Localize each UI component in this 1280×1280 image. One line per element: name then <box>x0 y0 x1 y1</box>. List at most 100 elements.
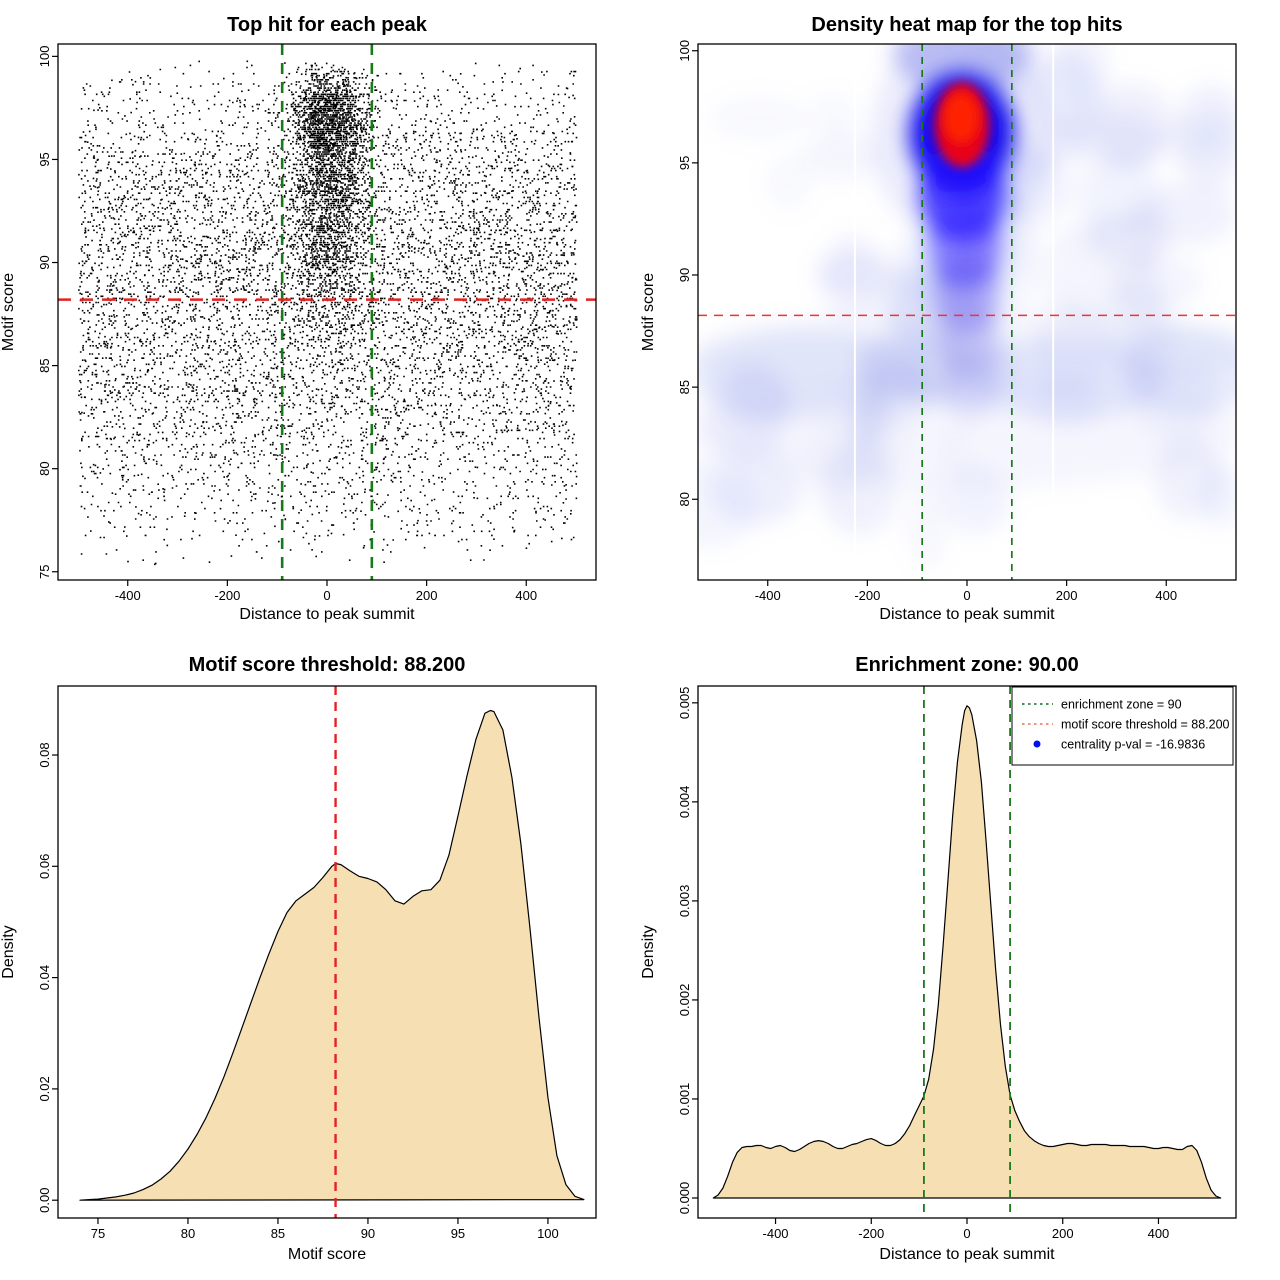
x-tick-label: 200 <box>1052 1226 1074 1241</box>
x-axis-label: Motif score <box>287 1246 367 1263</box>
plot-frame <box>697 43 1237 581</box>
panel-scatter: -400 -200 0 200 400 75 80 85 90 95 100 Top hit for… <box>0 0 640 640</box>
axes: 75 80 85 90 95 100 0.00 0.02 0.04 0.06 0.08 <box>37 742 559 1241</box>
y-tick-label: 0.003 <box>677 885 692 918</box>
density-blob <box>944 93 978 143</box>
x-axis-label: Distance to peak summit <box>239 606 415 623</box>
y-tick-label: 100 <box>37 46 52 68</box>
panel-summit-density: enrichment zone = 90 motif score threshol… <box>640 640 1280 1280</box>
y-tick-label: 95 <box>677 156 692 170</box>
panel-title: Motif score threshold: 88.200 <box>188 654 466 676</box>
y-tick-label: 90 <box>37 255 52 269</box>
y-axis-label: Density <box>0 925 17 979</box>
x-tick-label: 200 <box>416 588 438 603</box>
heatmap-image <box>698 44 1236 580</box>
axes: -400 -200 0 200 400 80 85 90 95 100 <box>677 40 1177 603</box>
panel-title: Enrichment zone: 90.00 <box>855 654 1079 676</box>
y-tick-label: 0.002 <box>677 984 692 1017</box>
density-blob <box>698 375 1236 489</box>
plot-frame <box>697 685 1237 1219</box>
density-blob <box>907 477 948 570</box>
y-tick-label: 0.08 <box>37 742 52 767</box>
density-curve <box>79 709 585 1201</box>
x-tick-label: 80 <box>181 1226 195 1241</box>
y-tick-label: 80 <box>677 492 692 506</box>
legend-label: enrichment zone = 90 <box>1061 698 1182 712</box>
y-tick-label: 0.04 <box>37 965 52 990</box>
density-blob <box>765 153 812 211</box>
y-tick-label: 85 <box>677 380 692 394</box>
x-tick-label: 0 <box>323 588 330 603</box>
density-blob <box>810 92 858 143</box>
scatter-points <box>78 60 578 566</box>
y-tick-label: 75 <box>37 565 52 579</box>
density-blob <box>800 135 883 180</box>
x-tick-label: 85 <box>271 1226 285 1241</box>
y-tick-label: 0.00 <box>37 1188 52 1213</box>
plot-frame <box>57 685 597 1219</box>
x-tick-label: 400 <box>1155 588 1177 603</box>
y-tick-label: 0.005 <box>677 687 692 720</box>
y-tick-label: 80 <box>37 461 52 475</box>
x-tick-label: -200 <box>854 588 880 603</box>
x-axis-label: Distance to peak summit <box>879 606 1055 623</box>
x-tick-label: -200 <box>214 588 240 603</box>
panel-title: Density heat map for the top hits <box>811 14 1123 36</box>
y-axis-label: Motif score <box>640 272 657 352</box>
score-density-plot: 75 80 85 90 95 100 0.00 0.02 0.04 0.06 0.08 <box>37 685 597 1241</box>
x-tick-label: 90 <box>361 1226 375 1241</box>
legend-label: centrality p-val = -16.9836 <box>1061 738 1205 752</box>
density-blob <box>1077 158 1165 235</box>
y-axis-label: Density <box>640 925 657 979</box>
x-tick-label: -400 <box>755 588 781 603</box>
y-tick-label: 90 <box>677 268 692 282</box>
panel-title: Top hit for each peak <box>227 14 427 36</box>
heatmap-plot: -400 -200 0 200 400 80 85 90 95 100 <box>677 40 1237 603</box>
x-tick-label: -200 <box>858 1226 884 1241</box>
density-curve <box>712 705 1222 1199</box>
summit-density-plot: enrichment zone = 90 motif score threshol… <box>677 685 1237 1241</box>
density-blob <box>892 44 1032 94</box>
density-blob <box>1148 181 1236 245</box>
density-blob <box>698 308 1236 399</box>
x-tick-label: 95 <box>451 1226 465 1241</box>
density-blob <box>710 96 809 141</box>
y-tick-label: 0.004 <box>677 786 692 819</box>
x-tick-label: 400 <box>1148 1226 1170 1241</box>
legend-label: motif score threshold = 88.200 <box>1061 718 1230 732</box>
y-tick-label: 95 <box>37 152 52 166</box>
legend-box <box>1011 686 1234 766</box>
x-tick-label: 200 <box>1056 588 1078 603</box>
x-tick-label: -400 <box>763 1226 789 1241</box>
x-tick-label: 100 <box>537 1226 559 1241</box>
x-tick-label: -400 <box>115 588 141 603</box>
panel-score-density: 75 80 85 90 95 100 0.00 0.02 0.04 0.06 0.08 Motif … <box>0 640 640 1280</box>
density-blob <box>1068 112 1166 169</box>
x-axis-label: Distance to peak summit <box>879 1246 1055 1263</box>
density-blob <box>1197 108 1233 160</box>
x-tick-label: 0 <box>963 1226 970 1241</box>
x-tick-label: 0 <box>963 588 970 603</box>
x-tick-label: 75 <box>91 1226 105 1241</box>
plot-frame <box>57 43 597 581</box>
legend: enrichment zone = 90 motif score threshol… <box>1011 686 1234 766</box>
panel-heatmap: -400 -200 0 200 400 80 85 90 95 100 Density heat … <box>640 0 1280 640</box>
y-tick-label: 100 <box>677 40 692 62</box>
x-tick-label: 400 <box>515 588 537 603</box>
axes: -400 -200 0 200 400 0.000 0.001 0.002 0.003 0.004… <box>677 687 1169 1241</box>
y-tick-label: 0.06 <box>37 854 52 879</box>
density-blob <box>822 233 883 323</box>
y-tick-label: 0.02 <box>37 1076 52 1101</box>
density-blob <box>1049 112 1087 166</box>
axes: -400 -200 0 200 400 75 80 85 90 95 100 <box>37 46 537 603</box>
y-tick-label: 0.001 <box>677 1083 692 1116</box>
y-tick-label: 85 <box>37 358 52 372</box>
y-axis-label: Motif score <box>0 272 17 352</box>
density-blob <box>1200 460 1236 527</box>
scatter-plot: -400 -200 0 200 400 75 80 85 90 95 100 <box>37 43 597 603</box>
density-blob <box>1108 252 1203 312</box>
y-tick-label: 0.000 <box>677 1182 692 1215</box>
legend-sample-dot <box>1033 740 1041 748</box>
